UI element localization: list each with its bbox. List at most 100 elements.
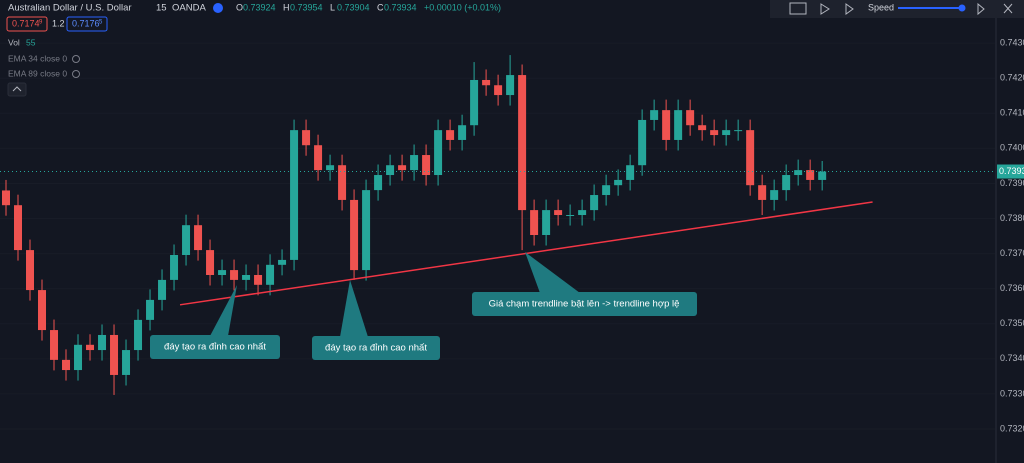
candle-body xyxy=(422,155,431,176)
ask-pip: 5 xyxy=(99,20,103,26)
bid-price: 0.7174 xyxy=(12,18,40,28)
change: +0.00010 (+0.01%) xyxy=(424,2,501,12)
candle-body xyxy=(350,199,359,271)
current-price-label: 0.73934 xyxy=(999,166,1024,176)
speed-handle[interactable] xyxy=(958,4,966,12)
y-tick-label: 0.73300 xyxy=(1000,388,1024,398)
callout-text: Giá chạm trendline bật lên -> trendline … xyxy=(489,299,680,310)
callout-pointer xyxy=(340,280,368,337)
candle-body xyxy=(674,110,683,140)
callout-pointer xyxy=(210,285,237,336)
candle-body xyxy=(770,190,779,200)
symbol: Australian Dollar / U.S. Dollar xyxy=(8,3,132,14)
candle-body xyxy=(782,175,791,191)
visibility-icon[interactable] xyxy=(72,70,80,78)
candle-body xyxy=(554,210,563,216)
candle-body xyxy=(710,130,719,136)
candle-body xyxy=(338,165,347,200)
candle-body xyxy=(458,125,467,140)
candle-body xyxy=(254,274,263,285)
ohlc-legend: O 0.73924 H 0.73954 L 0.73904 C 0.73934 xyxy=(236,2,417,12)
callout-box xyxy=(150,335,280,359)
indicator-name: EMA 34 close 0 xyxy=(8,53,67,63)
indicator-value: 55 xyxy=(26,37,36,47)
candle-body xyxy=(62,359,71,371)
y-tick-label: 0.74300 xyxy=(1000,38,1024,48)
candle-body xyxy=(278,259,287,265)
spread: 1.2 xyxy=(52,18,65,28)
exchange: OANDA xyxy=(172,3,206,14)
candle-body xyxy=(494,85,503,96)
callout-pointer xyxy=(525,252,580,293)
candle-body xyxy=(638,119,647,166)
candle-body xyxy=(446,130,455,140)
speed-label: Speed xyxy=(868,2,894,12)
ohlc-value: 0.73934 xyxy=(384,2,417,12)
replay-icon[interactable] xyxy=(213,3,223,13)
forward-button[interactable] xyxy=(845,3,854,15)
y-tick-label: 0.74000 xyxy=(1000,143,1024,153)
candle-body xyxy=(314,145,323,171)
replay-toolbar xyxy=(770,0,1024,18)
candle-body xyxy=(206,250,215,275)
candle-body xyxy=(578,210,587,216)
candle-body xyxy=(146,299,155,320)
candle-body xyxy=(614,179,623,186)
candle-body xyxy=(722,130,731,136)
candle-body xyxy=(38,290,47,331)
candle-body xyxy=(434,130,443,176)
y-tick-label: 0.73400 xyxy=(1000,353,1024,363)
candle-body xyxy=(110,334,119,375)
candle-body xyxy=(266,264,275,285)
collapse-button[interactable] xyxy=(7,82,27,97)
candle-body xyxy=(74,344,83,371)
candle-body xyxy=(158,279,167,300)
y-tick-label: 0.73700 xyxy=(1000,248,1024,258)
candle-body xyxy=(806,170,815,180)
candle-body xyxy=(374,175,383,191)
candle-body xyxy=(302,130,311,146)
y-tick-label: 0.74200 xyxy=(1000,73,1024,83)
callout-box xyxy=(312,336,440,360)
ohlc-value: 0.73904 xyxy=(337,2,370,12)
collapse-icon xyxy=(12,86,22,92)
play-button[interactable] xyxy=(820,3,830,15)
candle-body xyxy=(50,330,59,360)
buy-button[interactable] xyxy=(66,16,108,32)
candle-body xyxy=(182,225,191,256)
candle-body xyxy=(170,255,179,280)
candle-body xyxy=(26,250,35,291)
sell-button[interactable] xyxy=(6,16,48,32)
candle-body xyxy=(218,270,227,275)
candle-body xyxy=(758,185,767,200)
candle-body xyxy=(734,130,743,132)
y-tick-label: 0.73500 xyxy=(1000,318,1024,328)
close-button[interactable] xyxy=(1003,3,1013,14)
select-bar-button[interactable] xyxy=(789,2,807,15)
candle-body xyxy=(590,195,599,211)
y-tick-label: 0.73200 xyxy=(1000,423,1024,433)
jump-button[interactable] xyxy=(977,2,985,16)
candle-body xyxy=(2,190,11,206)
candle-body xyxy=(818,171,827,180)
bid-pip: 9 xyxy=(39,20,43,26)
indicator-name: Vol xyxy=(8,37,20,47)
visibility-icon[interactable] xyxy=(72,55,80,63)
y-tick-label: 0.73600 xyxy=(1000,283,1024,293)
candle-body xyxy=(194,225,203,251)
ohlc-label: O xyxy=(236,2,243,12)
y-tick-label: 0.73900 xyxy=(1000,178,1024,188)
plot xyxy=(0,55,995,395)
candle-body xyxy=(482,79,491,86)
ohlc-value: 0.73924 xyxy=(243,2,276,12)
candle-body xyxy=(98,334,107,351)
candle-body xyxy=(530,210,539,236)
callout-text: đáy tạo ra đỉnh cao nhất xyxy=(164,342,266,353)
candle-body xyxy=(290,130,299,260)
candle-body xyxy=(518,75,527,211)
candle-body xyxy=(626,165,635,180)
candle-body xyxy=(410,155,419,171)
candle-body xyxy=(506,75,515,96)
